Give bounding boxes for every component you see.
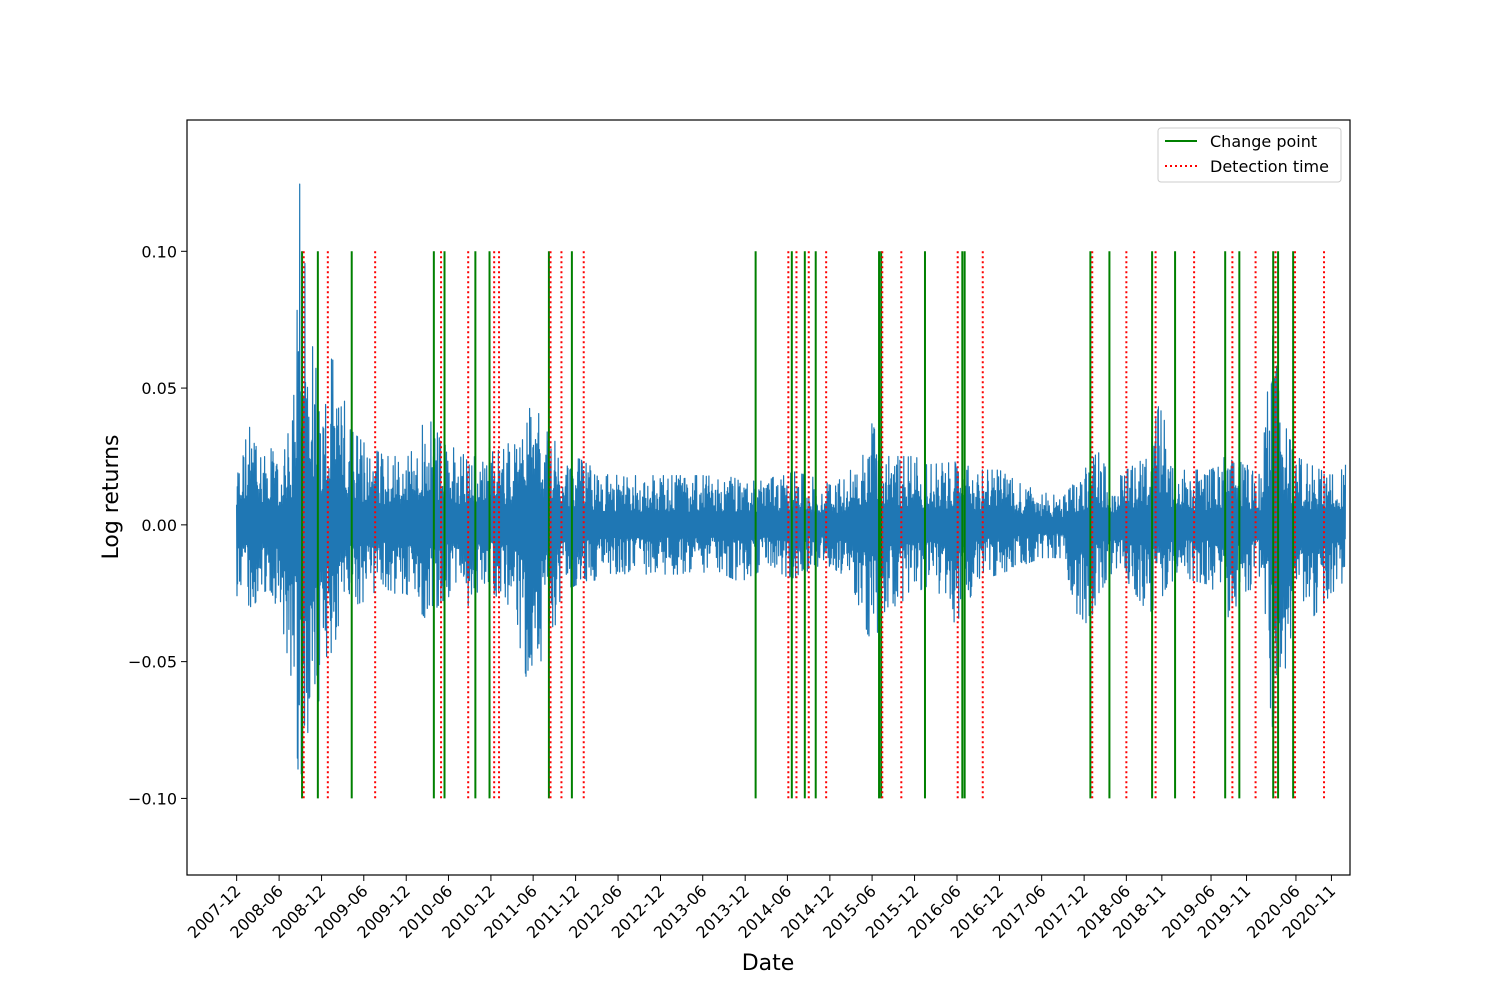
y-tick-label: −0.05: [128, 653, 177, 672]
y-tick-label: 0.05: [141, 379, 177, 398]
y-tick-label: −0.10: [128, 789, 177, 808]
axes-frame: [186, 119, 1351, 876]
y-tick-label: 0.10: [141, 242, 177, 261]
legend-label-detection-time: Detection time: [1210, 157, 1329, 176]
legend-label-change-point: Change point: [1210, 132, 1317, 151]
legend: Change point Detection time: [1157, 127, 1342, 183]
x-axis-label: Date: [742, 951, 795, 976]
plot-area: [236, 183, 1347, 799]
y-tick-label: 0.00: [141, 516, 177, 535]
y-axis-label: Log returns: [99, 434, 124, 559]
legend-frame: [1157, 127, 1342, 183]
